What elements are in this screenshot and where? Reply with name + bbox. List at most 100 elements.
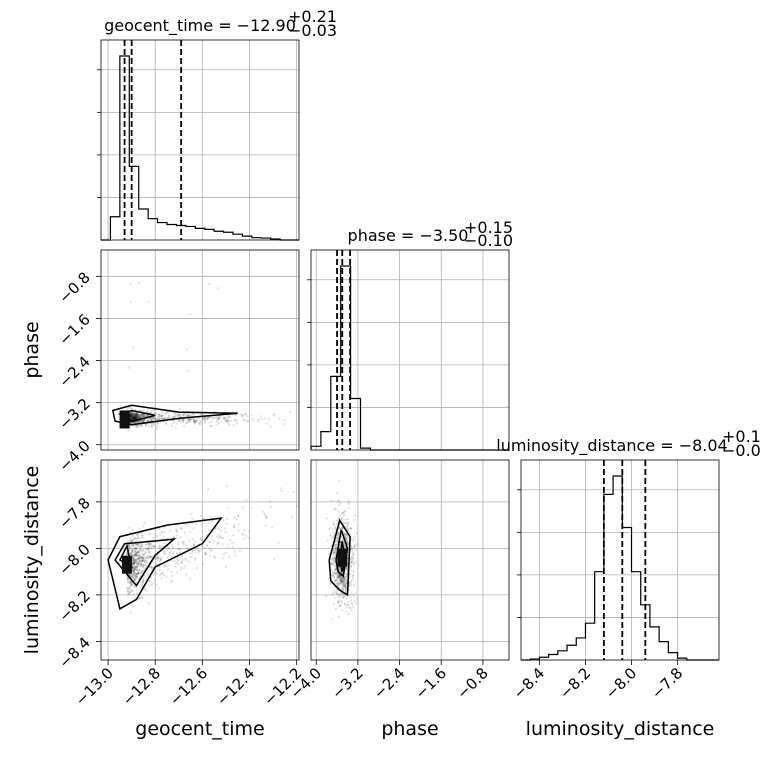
sample-point: [229, 539, 232, 542]
sample-point: [139, 545, 142, 548]
sample-point: [143, 559, 146, 562]
sample-point: [155, 556, 158, 559]
sample-point: [144, 424, 147, 427]
sample-point: [354, 548, 357, 551]
sample-point: [131, 418, 134, 421]
sample-point: [188, 531, 191, 534]
sample-point: [164, 422, 167, 425]
sample-point: [134, 417, 137, 420]
sample-point: [218, 415, 221, 418]
sample-point: [325, 594, 328, 598]
sample-point: [331, 593, 334, 596]
sample-point: [179, 568, 182, 572]
sample-point: [160, 530, 163, 534]
sample-point: [145, 414, 149, 417]
sample-point: [193, 422, 196, 425]
sample-point: [147, 424, 151, 428]
sample-point: [243, 419, 246, 422]
sample-point: [277, 541, 280, 544]
sample-point: [149, 542, 153, 546]
sample-point: [142, 566, 145, 569]
sample-point: [142, 525, 145, 528]
sample-point: [330, 537, 333, 540]
sample-point: [234, 554, 237, 557]
sample-point: [334, 569, 337, 572]
sample-point: [152, 423, 155, 426]
sample-point: [206, 544, 209, 548]
sample-point: [136, 562, 139, 566]
sample-point: [128, 593, 131, 596]
sample-point: [132, 416, 135, 419]
sample-point: [140, 542, 143, 546]
hist-panel-luminosity_distance: [517, 459, 720, 661]
sample-point: [140, 564, 143, 567]
sample-point: [133, 415, 136, 418]
sample-point: [346, 526, 349, 529]
sample-point: [161, 414, 164, 417]
sample-point: [140, 560, 143, 563]
sample-point: [178, 419, 181, 422]
sample-point: [331, 573, 334, 576]
sample-point: [170, 580, 173, 584]
sample-point: [338, 479, 341, 482]
sample-point: [131, 563, 134, 566]
sample-point: [147, 548, 150, 551]
sample-point: [129, 413, 132, 416]
sample-point: [215, 423, 218, 426]
sample-point: [233, 419, 236, 422]
sample-point: [335, 592, 338, 595]
sample-point: [136, 565, 139, 569]
sample-point: [158, 417, 162, 420]
sample-point: [136, 413, 139, 416]
sample-point: [150, 556, 153, 559]
sample-point: [233, 541, 236, 544]
sample-point: [333, 571, 336, 574]
sample-point: [187, 523, 190, 526]
sample-point: [146, 419, 149, 423]
sample-point: [339, 502, 342, 505]
sample-point: [130, 414, 133, 417]
sample-point: [342, 580, 346, 583]
sample-point: [221, 536, 224, 540]
sample-point: [337, 535, 340, 538]
sample-point: [131, 561, 134, 565]
sample-point: [137, 555, 141, 558]
title-phase-minus: −0.10: [464, 231, 513, 250]
sample-point: [333, 551, 336, 554]
sample-point: [330, 562, 333, 565]
sample-point: [126, 577, 129, 581]
sample-point: [150, 566, 153, 569]
sample-point: [349, 599, 353, 602]
sample-point: [289, 411, 292, 414]
sample-point: [354, 514, 357, 517]
sample-point: [257, 420, 260, 423]
sample-point: [180, 561, 183, 565]
sample-point: [157, 417, 160, 421]
sample-point: [134, 566, 137, 570]
sample-point: [189, 418, 193, 421]
ytick-label: −1.6: [55, 311, 93, 349]
sample-point: [175, 528, 178, 531]
sample-point: [136, 557, 139, 561]
sample-point: [145, 564, 148, 567]
sample-point: [176, 552, 179, 555]
sample-point: [153, 418, 156, 421]
sample-point: [355, 602, 358, 605]
sample-point: [134, 416, 137, 419]
sample-point: [143, 420, 146, 423]
sample-point: [197, 551, 200, 554]
sample-point: [232, 526, 236, 529]
sample-point: [132, 537, 135, 540]
sample-point: [132, 415, 135, 418]
sample-point: [216, 543, 219, 546]
sample-point: [193, 421, 196, 424]
sample-point: [335, 492, 339, 495]
sample-point: [140, 563, 143, 566]
sample-point: [129, 603, 132, 607]
sample-point: [165, 540, 168, 543]
sample-point: [153, 545, 156, 548]
sample-point: [349, 566, 352, 569]
sample-point: [165, 576, 168, 579]
sample-point: [133, 544, 136, 547]
